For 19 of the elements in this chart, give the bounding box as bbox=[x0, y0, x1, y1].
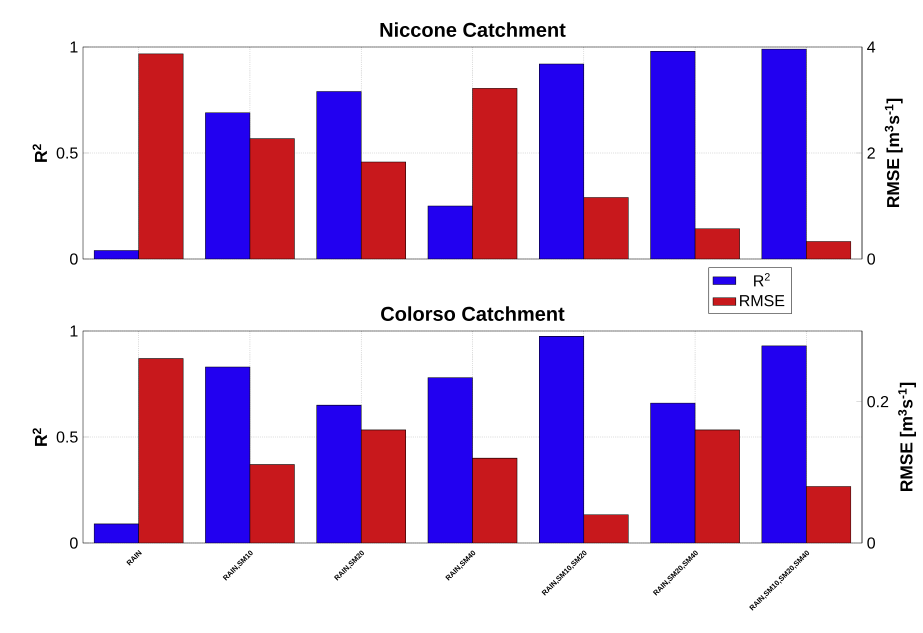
y2-axis-title: RMSE [m$^{3}$s$^{-1}$] bbox=[898, 382, 916, 492]
y2-axis-title: RMSE [m$^{3}$s$^{-1}$] bbox=[884, 98, 903, 208]
y-tick-label: 0 bbox=[70, 537, 78, 549]
chart-title: Niccone Catchment bbox=[380, 22, 566, 37]
y2-tick-label: 0 bbox=[867, 537, 875, 549]
y-tick-label: 0.5 bbox=[56, 431, 78, 443]
y-tick-label: 1 bbox=[70, 42, 78, 52]
y2-tick-label: 4 bbox=[867, 42, 876, 53]
legend-label: R$^{2}$ bbox=[754, 273, 770, 286]
y-tick-label: 0 bbox=[70, 253, 78, 265]
y2-tick-label: 2 bbox=[868, 147, 875, 159]
y2-tick-label: 0 bbox=[867, 253, 875, 265]
chart-title: Colorso Catchment bbox=[381, 306, 564, 321]
y-tick-label: 1 bbox=[70, 326, 78, 337]
y-tick-label: 0.5 bbox=[56, 147, 78, 159]
y2-tick-label: 0.2 bbox=[867, 396, 888, 408]
y-axis-title: R$^{2}$ bbox=[32, 144, 47, 162]
legend-label: RMSE bbox=[740, 295, 784, 306]
y-axis-title: R$^{2}$ bbox=[32, 428, 47, 446]
